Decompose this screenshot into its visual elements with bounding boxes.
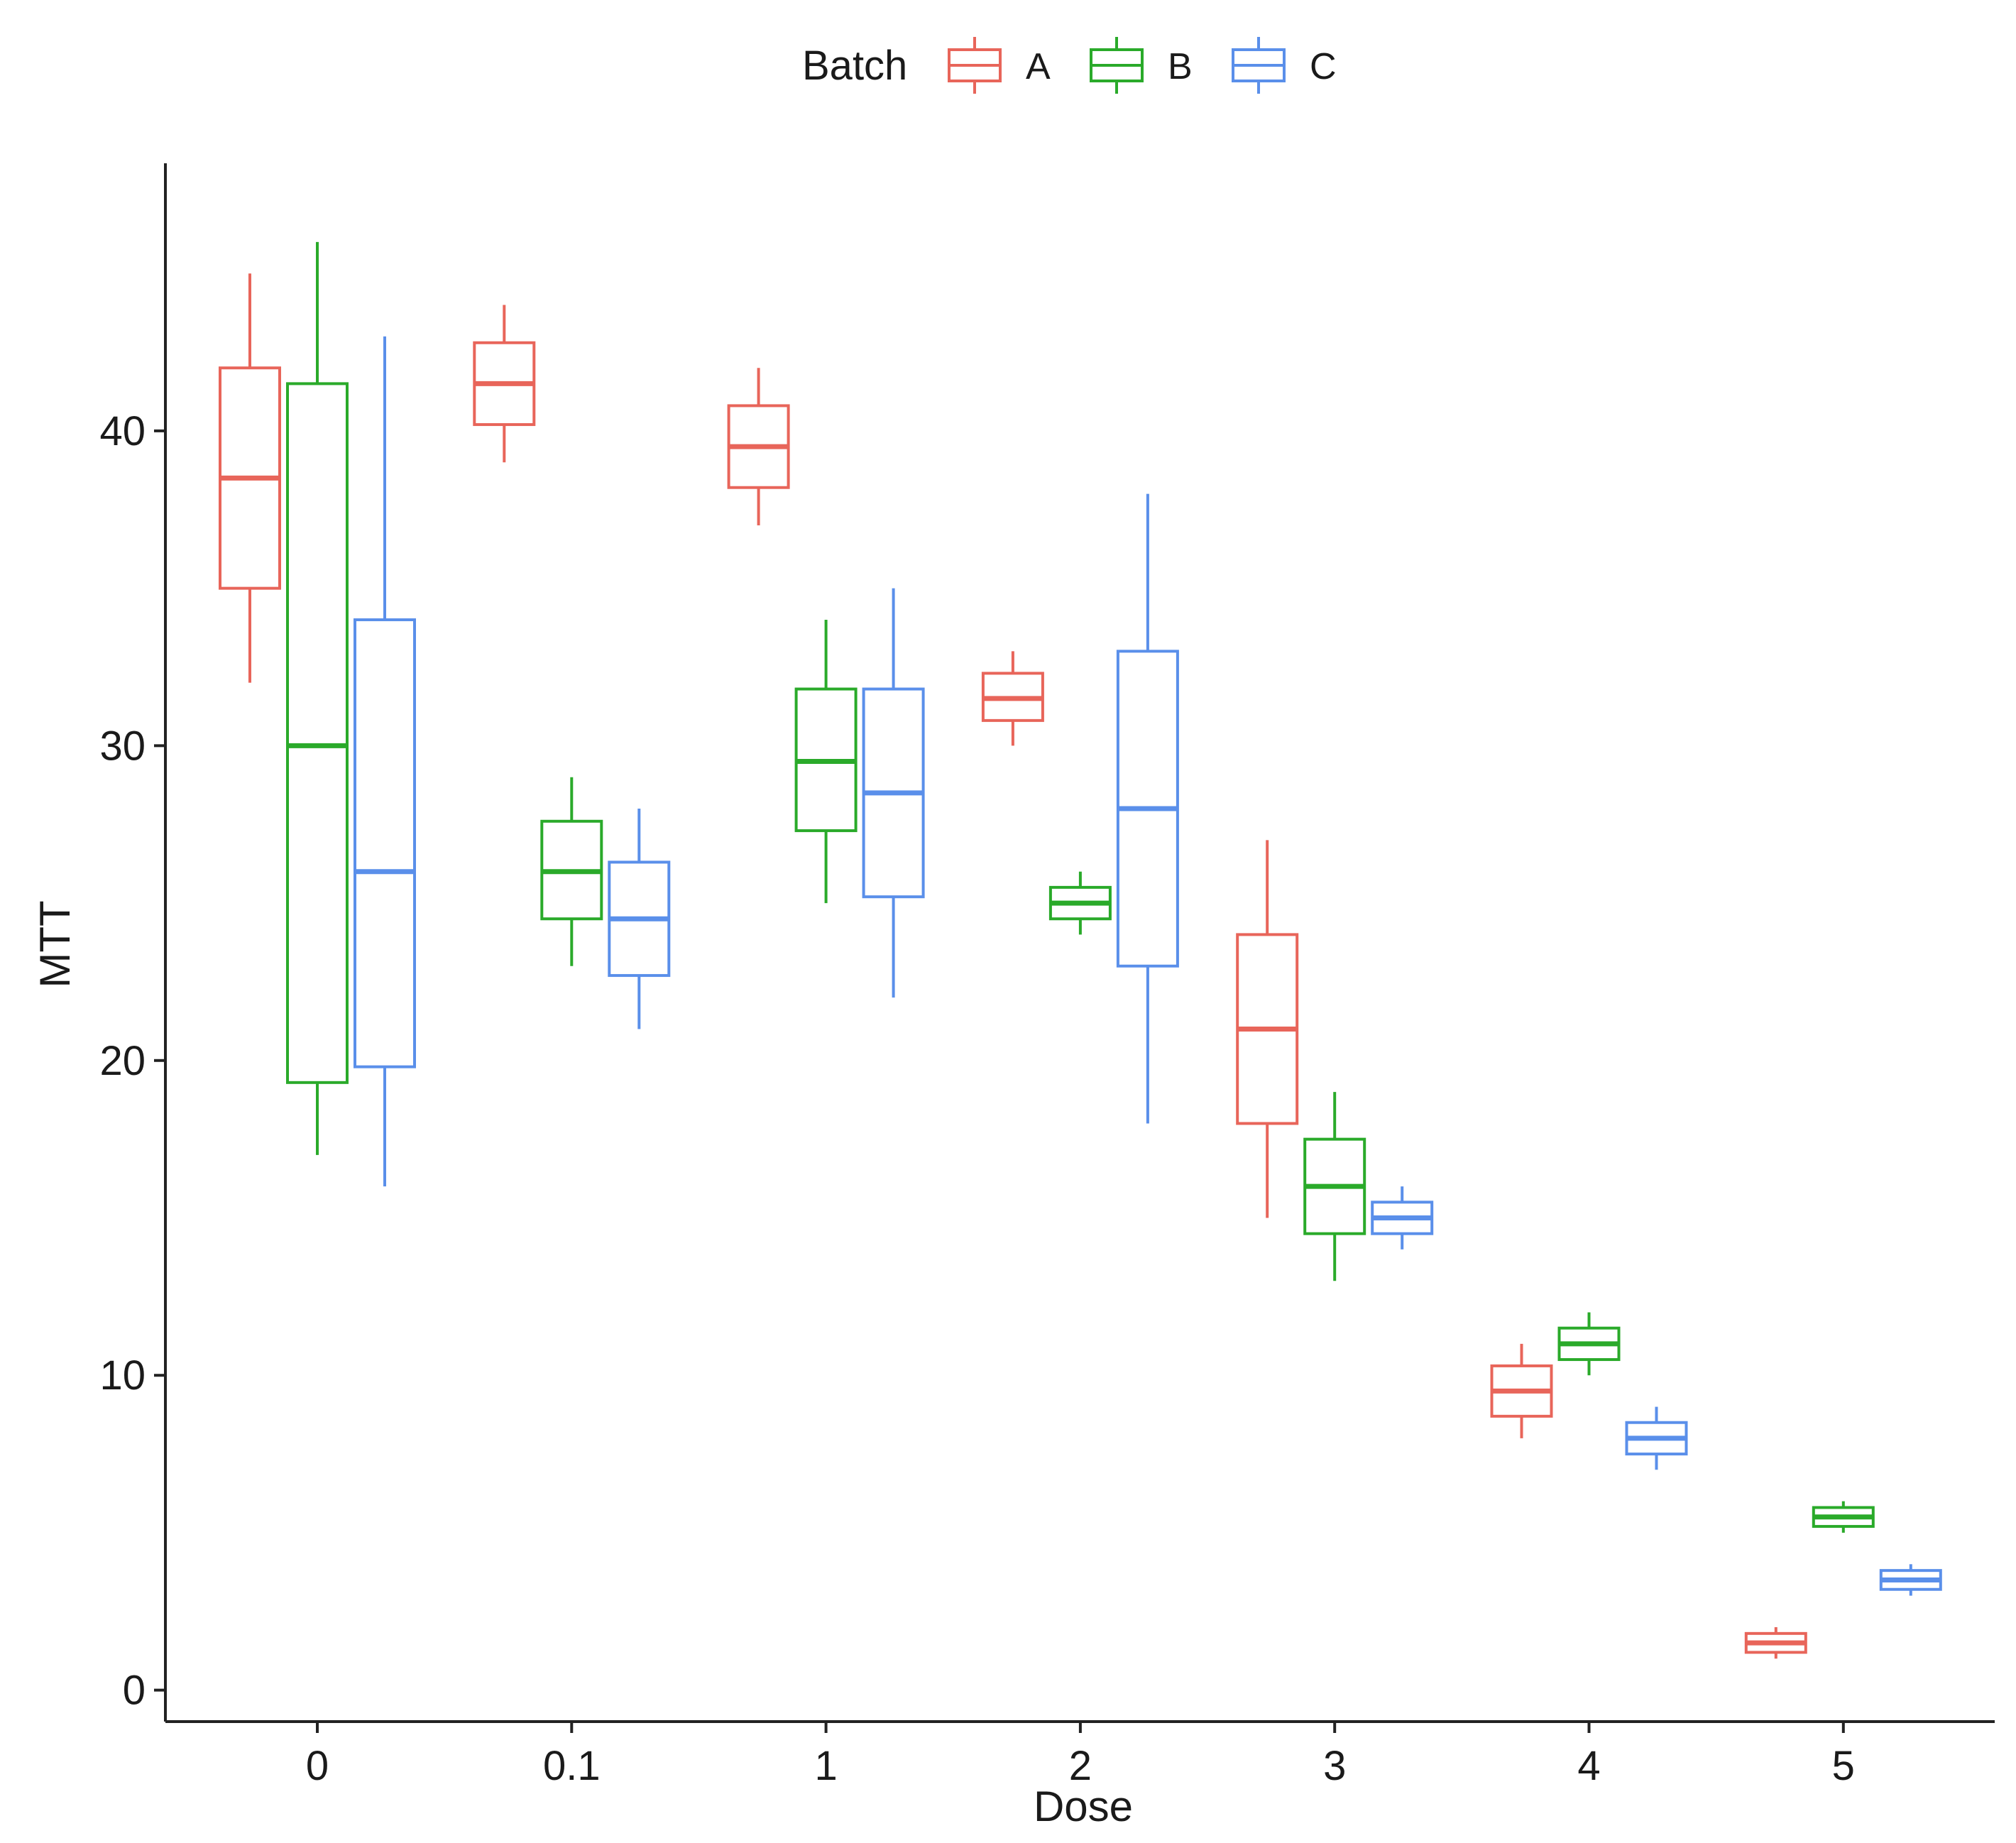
- box-C-dose-3: [1371, 1186, 1434, 1249]
- box-B-dose-2: [1048, 871, 1112, 935]
- x-tick-label: 3: [1323, 1743, 1346, 1789]
- legend-entry-C: C: [1232, 37, 1337, 94]
- box-B-dose-3: [1303, 1092, 1366, 1281]
- box-A-dose-0.1: [473, 305, 536, 463]
- box-body: [354, 618, 416, 1068]
- y-tick-label: 10: [99, 1352, 146, 1399]
- axes: 0 10 20 30 40 0 0.1 1 2 3 4 5: [99, 163, 1995, 1789]
- x-axis-title: Dose: [1034, 1783, 1133, 1830]
- legend-entry-B: B: [1090, 37, 1193, 94]
- x-tick-label: 2: [1069, 1743, 1092, 1789]
- box-C-dose-2: [1116, 493, 1179, 1124]
- box-B-dose-0: [286, 241, 349, 1155]
- box-A-dose-1: [727, 368, 790, 525]
- box-C-dose-5: [1879, 1564, 1942, 1596]
- box-C-dose-4: [1625, 1406, 1688, 1470]
- y-tick-label: 40: [99, 408, 146, 454]
- x-tick-label: 4: [1577, 1743, 1600, 1789]
- x-tick-label: 0.1: [543, 1743, 601, 1789]
- box-A-dose-2: [981, 651, 1044, 746]
- y-tick-label: 30: [99, 723, 146, 769]
- y-tick-label: 20: [99, 1038, 146, 1084]
- x-tick-label: 0: [306, 1743, 329, 1789]
- box-A-dose-3: [1236, 840, 1299, 1218]
- legend-label-A: A: [1026, 46, 1051, 87]
- legend-entry-A: A: [948, 37, 1051, 94]
- legend-label-B: B: [1168, 46, 1193, 87]
- box-B-dose-4: [1557, 1312, 1621, 1376]
- legend-title: Batch: [802, 43, 907, 89]
- box-B-dose-0.1: [540, 777, 603, 966]
- box-A-dose-4: [1490, 1343, 1553, 1438]
- boxes: [219, 241, 1942, 1659]
- box-C-dose-0: [354, 336, 416, 1187]
- box-C-dose-1: [862, 588, 925, 998]
- box-B-dose-1: [794, 619, 858, 904]
- y-tick-label: 0: [123, 1668, 146, 1714]
- legend-entries: A B C: [948, 37, 1337, 94]
- box-body: [286, 382, 349, 1084]
- legend-label-C: C: [1310, 46, 1337, 87]
- box-B-dose-5: [1812, 1501, 1875, 1533]
- y-axis-title: MTT: [31, 900, 79, 988]
- legend: Batch A B C: [802, 37, 1337, 94]
- x-tick-label: 5: [1832, 1743, 1855, 1789]
- box-A-dose-5: [1744, 1626, 1807, 1659]
- x-tick-label: 1: [814, 1743, 837, 1789]
- box-A-dose-0: [219, 273, 281, 683]
- box-C-dose-0.1: [608, 809, 671, 1029]
